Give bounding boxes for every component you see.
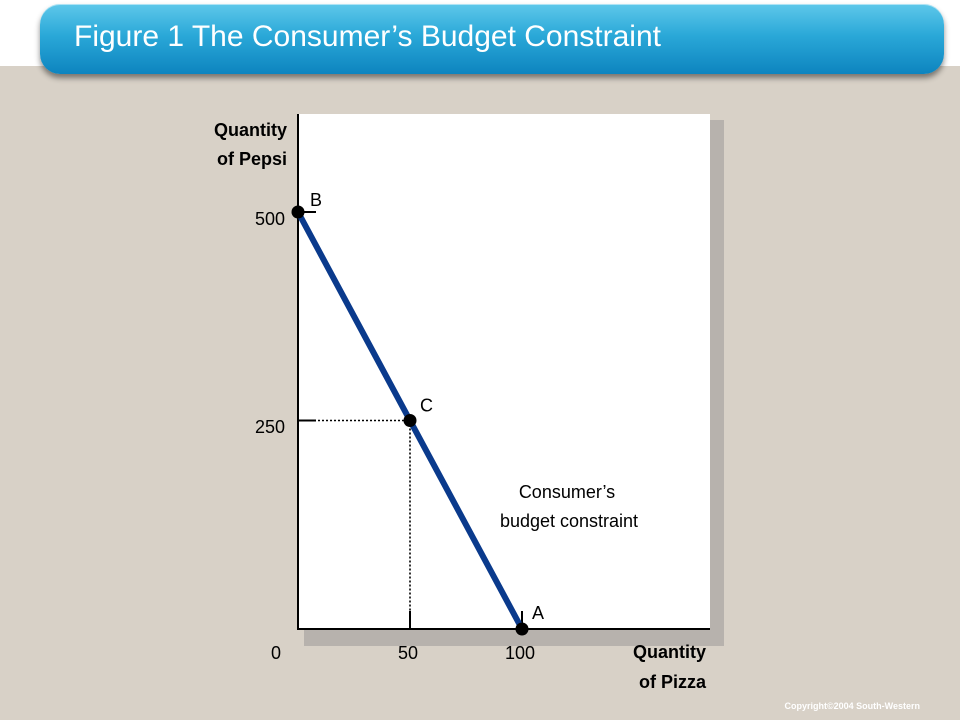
series-label-line1: Consumer’s — [519, 482, 615, 502]
point-a — [515, 622, 529, 636]
title-bar — [40, 4, 944, 74]
series-label-line2: budget constraint — [500, 511, 638, 531]
x-axis-title-line1: Quantity — [633, 642, 706, 662]
point-label-a: A — [532, 603, 544, 623]
copyright-text: Copyright©2004 South-Western — [784, 701, 920, 711]
point-b — [291, 205, 305, 219]
y-axis-title-line1: Quantity — [214, 120, 287, 140]
x-tick-label-100: 100 — [505, 643, 535, 663]
point-c — [403, 414, 417, 427]
x-tick-label-0: 0 — [271, 643, 281, 663]
x-tick-label-50: 50 — [398, 643, 418, 663]
chart-marks: A B C — [291, 190, 544, 636]
y-tick-label-500: 500 — [255, 209, 285, 229]
point-label-b: B — [310, 190, 322, 210]
plot-area — [298, 114, 710, 630]
y-axis-title-line2: of Pepsi — [217, 149, 287, 169]
point-label-c: C — [420, 396, 433, 416]
y-tick-label-250: 250 — [255, 417, 285, 437]
x-axis-title-line2: of Pizza — [639, 672, 707, 692]
slide-title: Figure 1 The Consumer’s Budget Constrain… — [74, 20, 661, 53]
